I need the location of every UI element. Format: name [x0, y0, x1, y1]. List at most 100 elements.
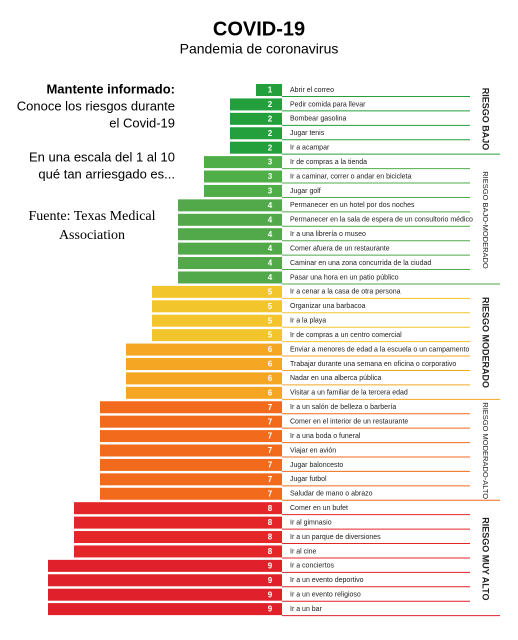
bar	[126, 357, 282, 370]
value-label: 8	[268, 504, 273, 513]
value-label: 7	[268, 417, 273, 426]
value-label: 4	[268, 244, 273, 253]
bar	[230, 127, 282, 140]
activity-label: Nadar en una alberca pública	[290, 375, 382, 382]
group-label: RIESGO MUY ALTO	[481, 517, 491, 600]
bar	[178, 257, 282, 270]
activity-label: Ir a cenar a la casa de otra persona	[290, 289, 401, 296]
bar	[152, 285, 282, 298]
group-label: RIESGO BAJO-MODERADO	[481, 171, 490, 269]
value-label: 5	[268, 331, 273, 340]
bar	[48, 574, 282, 587]
bar	[178, 242, 282, 255]
value-label: 9	[268, 576, 273, 585]
value-label: 2	[268, 143, 273, 152]
bar	[126, 343, 282, 356]
activity-label: Saludar de mano o abrazo	[290, 491, 373, 498]
source: Fuente: Texas Medical	[28, 209, 155, 224]
group-label: RIESGO MODERADO	[481, 297, 491, 388]
activity-label: Pasar una hora en un patio público	[290, 274, 399, 281]
bar	[230, 112, 282, 125]
value-label: 7	[268, 432, 273, 441]
activity-label: Ir al gimnasio	[290, 519, 332, 526]
bar	[152, 314, 282, 327]
bar	[178, 228, 282, 241]
value-label: 6	[268, 345, 273, 354]
value-label: 7	[268, 403, 273, 412]
value-label: 2	[268, 129, 273, 138]
bar	[74, 545, 282, 558]
value-label: 5	[268, 302, 273, 311]
bar	[178, 213, 282, 226]
activity-label: Jugar golf	[290, 188, 321, 195]
annotation: En una escala del 1 al 10	[29, 149, 175, 164]
annotation: qué tan arriesgado es...	[38, 166, 175, 181]
activity-label: Ir al cine	[290, 548, 317, 555]
activity-label: Ir a un parque de diversiones	[290, 534, 381, 541]
activity-label: Caminar en una zona concurrida de la ciu…	[290, 260, 431, 267]
bar	[256, 84, 282, 96]
value-label: 4	[268, 259, 273, 268]
bar	[178, 199, 282, 212]
bar	[100, 430, 282, 443]
annotation: Mantente informado:	[46, 81, 175, 96]
bar	[100, 473, 282, 486]
title: COVID-19	[213, 18, 305, 40]
value-label: 9	[268, 590, 273, 599]
value-label: 7	[268, 446, 273, 455]
activity-label: Viajar en avión	[290, 447, 336, 454]
activity-label: Ir a caminar, correr o andar en biciclet…	[290, 173, 411, 180]
value-label: 2	[268, 114, 273, 123]
activity-label: Ir a una boda o funeral	[290, 433, 361, 440]
value-label: 6	[268, 374, 273, 383]
value-label: 9	[268, 561, 273, 570]
activity-label: Ir a un evento religioso	[290, 592, 361, 599]
value-label: 6	[268, 360, 273, 369]
value-label: 5	[268, 287, 273, 296]
bar	[48, 603, 282, 616]
bar	[74, 502, 282, 515]
subtitle: Pandemia de coronavirus	[180, 41, 339, 57]
bar	[48, 559, 282, 572]
activity-label: Comer en un bufet	[290, 505, 348, 512]
activity-label: Organizar una barbacoa	[290, 303, 366, 310]
value-label: 4	[268, 215, 273, 224]
bar	[100, 415, 282, 428]
activity-label: Jugar futbol	[290, 476, 327, 483]
activity-label: Ir de compras a la tienda	[290, 159, 367, 166]
value-label: 4	[268, 230, 273, 239]
value-label: 7	[268, 475, 273, 484]
activity-label: Ir a un bar	[290, 606, 323, 613]
value-label: 4	[268, 201, 273, 210]
bar	[230, 98, 282, 111]
activity-label: Permanecer en un hotel por dos noches	[290, 202, 415, 209]
activity-label: Ir a una librería o museo	[290, 231, 366, 238]
bar	[204, 170, 282, 183]
activity-label: Ir a conciertos	[290, 563, 334, 570]
bar	[74, 531, 282, 544]
value-label: 3	[268, 172, 273, 181]
value-label: 2	[268, 100, 273, 109]
activity-label: Ir a la playa	[290, 318, 326, 325]
bar	[230, 141, 282, 154]
activity-label: Ir a un evento deportivo	[290, 577, 364, 584]
value-label: 9	[268, 605, 273, 614]
activity-label: Jugar baloncesto	[290, 462, 343, 469]
value-label: 7	[268, 489, 273, 498]
value-label: 1	[268, 86, 273, 95]
activity-label: Bombear gasolina	[290, 116, 347, 123]
activity-label: Enviar a menores de edad a la escuela o …	[290, 346, 469, 353]
bar	[100, 458, 282, 471]
annotation: Conoce los riesgos durante	[17, 98, 175, 113]
activity-label: Pedir comida para llevar	[290, 101, 366, 108]
bar	[100, 487, 282, 500]
activity-label: Comer en el interior de un restaurante	[290, 419, 408, 426]
activity-label: Ir a acampar	[290, 145, 330, 152]
value-label: 3	[268, 187, 273, 196]
activity-label: Jugar tenis	[290, 130, 325, 137]
bar	[74, 516, 282, 529]
bar	[152, 329, 282, 342]
bar	[204, 156, 282, 169]
value-label: 3	[268, 158, 273, 167]
